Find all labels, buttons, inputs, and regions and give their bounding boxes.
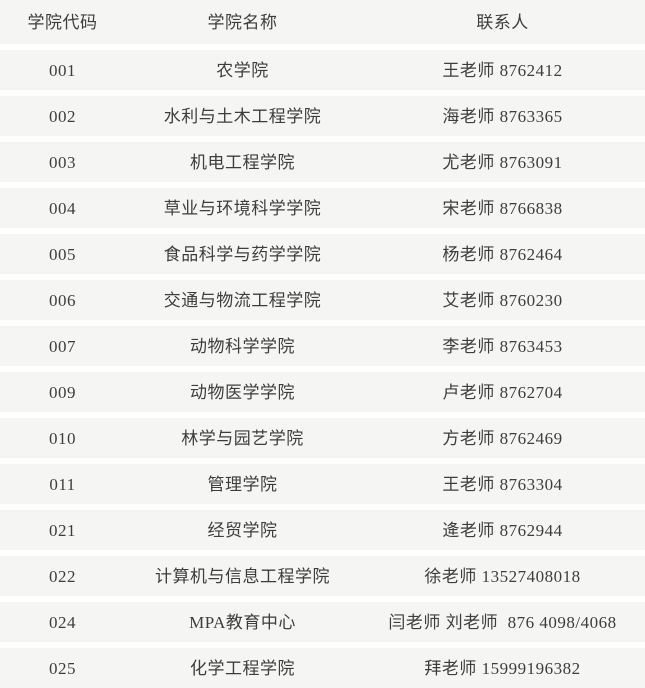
contact-cell: 逄老师 8762944	[442, 520, 563, 540]
college-code-cell: 002	[49, 106, 76, 126]
college-name-cell: 交通与物流工程学院	[163, 290, 322, 310]
table-row: 024 MPA教育中心 闫老师 刘老师 876 4098/4068	[0, 602, 645, 642]
college-name-cell: 食品科学与药学学院	[163, 244, 322, 264]
college-name-cell: 机电工程学院	[190, 152, 295, 172]
contact-cell: 尤老师 8763091	[442, 152, 563, 172]
table-row: 001 农学院 王老师 8762412	[0, 50, 645, 90]
table-row: 025 化学工程学院 拜老师 15999196382	[0, 648, 645, 688]
college-name-cell: 经贸学院	[207, 520, 278, 540]
table-row: 021 经贸学院 逄老师 8762944	[0, 510, 645, 550]
college-name-cell: 动物医学学院	[190, 382, 295, 402]
contact-cell: 李老师 8763453	[442, 336, 563, 356]
contact-cell: 艾老师 8760230	[442, 290, 563, 310]
table-header-row: 学院代码 学院名称 联系人	[0, 0, 645, 44]
college-name-cell: 管理学院	[207, 474, 278, 494]
college-code-cell: 009	[49, 382, 76, 402]
header-college-code: 学院代码	[27, 12, 98, 32]
contact-cell: 宋老师 8766838	[442, 198, 563, 218]
college-name-cell: 草业与环境科学学院	[163, 198, 322, 218]
college-code-cell: 021	[49, 520, 76, 540]
contact-cell: 徐老师 13527408018	[424, 566, 581, 586]
college-name-cell: 农学院	[216, 60, 269, 80]
table-row: 007 动物科学学院 李老师 8763453	[0, 326, 645, 366]
table-row: 002 水利与土木工程学院 海老师 8763365	[0, 96, 645, 136]
college-code-cell: 004	[49, 198, 76, 218]
contact-cell: 王老师 8763304	[442, 474, 563, 494]
college-name-cell: 计算机与信息工程学院	[155, 566, 330, 586]
college-code-cell: 003	[49, 152, 76, 172]
college-name-cell: 化学工程学院	[190, 658, 295, 678]
contact-cell: 闫老师 刘老师 876 4098/4068	[388, 612, 617, 632]
college-code-cell: 011	[49, 474, 76, 494]
college-name-cell: 林学与园艺学院	[181, 428, 304, 448]
header-contact: 联系人	[476, 12, 529, 32]
table-row: 004 草业与环境科学学院 宋老师 8766838	[0, 188, 645, 228]
table-row: 005 食品科学与药学学院 杨老师 8762464	[0, 234, 645, 274]
college-code-cell: 005	[49, 244, 76, 264]
table-row: 003 机电工程学院 尤老师 8763091	[0, 142, 645, 182]
header-college-name: 学院名称	[207, 12, 278, 32]
table-row: 006 交通与物流工程学院 艾老师 8760230	[0, 280, 645, 320]
contact-cell: 拜老师 15999196382	[424, 658, 581, 678]
college-code-cell: 025	[49, 658, 76, 678]
college-code-cell: 001	[49, 60, 76, 80]
college-name-cell: 动物科学学院	[190, 336, 295, 356]
college-code-cell: 022	[49, 566, 76, 586]
contact-cell: 杨老师 8762464	[442, 244, 563, 264]
college-name-cell: MPA教育中心	[189, 612, 296, 632]
contact-cell: 方老师 8762469	[442, 428, 563, 448]
table-body: 001 农学院 王老师 8762412 002 水利与土木工程学院 海老师 87…	[0, 50, 645, 688]
college-code-cell: 010	[49, 428, 76, 448]
college-code-cell: 024	[49, 612, 76, 632]
table-row: 022 计算机与信息工程学院 徐老师 13527408018	[0, 556, 645, 596]
contact-cell: 王老师 8762412	[442, 60, 563, 80]
table-row: 010 林学与园艺学院 方老师 8762469	[0, 418, 645, 458]
college-name-cell: 水利与土木工程学院	[163, 106, 322, 126]
table-row: 009 动物医学学院 卢老师 8762704	[0, 372, 645, 412]
college-code-cell: 006	[49, 290, 76, 310]
college-code-cell: 007	[49, 336, 76, 356]
table-row: 011 管理学院 王老师 8763304	[0, 464, 645, 504]
contact-cell: 海老师 8763365	[442, 106, 563, 126]
contact-cell: 卢老师 8762704	[442, 382, 563, 402]
